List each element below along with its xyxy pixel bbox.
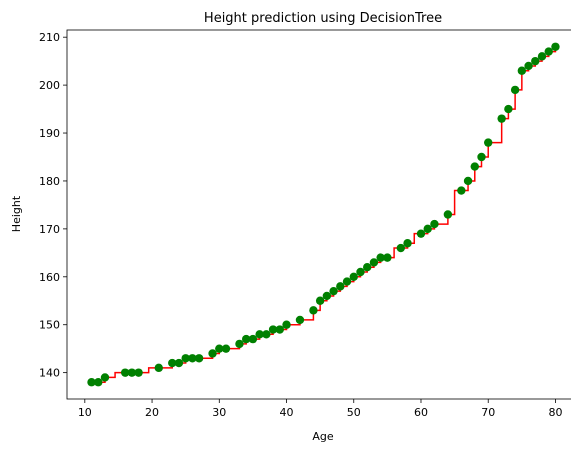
data-point [134,368,142,376]
data-point [222,344,230,352]
prediction-step-line [92,47,556,382]
prediction-series-line [92,47,556,382]
data-point [397,244,405,252]
data-point [538,52,546,60]
y-tick-label: 180 [39,175,60,188]
data-point [282,321,290,329]
x-tick-label: 10 [78,406,92,419]
y-tick-label: 170 [39,223,60,236]
data-point [504,105,512,113]
x-axis-label: Age [312,430,334,443]
y-tick-label: 150 [39,319,60,332]
chart-title: Height prediction using DecisionTree [204,11,442,26]
y-tick-label: 190 [39,127,60,140]
data-point [524,62,532,70]
plot-frame [67,30,571,399]
data-point [262,330,270,338]
data-point [518,67,526,75]
data-point [457,186,465,194]
data-point [511,86,519,94]
y-tick-label: 210 [39,31,60,44]
ticks: 10 20 30 40 50 60 70 80 140 150 160 170 180 190 200 210 [39,31,562,419]
y-tick-label: 160 [39,271,60,284]
data-point [175,359,183,367]
x-tick-label: 40 [280,406,294,419]
data-point [477,153,485,161]
data-point [155,364,163,372]
x-tick-label: 80 [548,406,562,419]
data-point [417,229,425,237]
data-point [545,47,553,55]
data-point [484,138,492,146]
data-point [323,292,331,300]
x-tick-label: 20 [145,406,159,419]
data-points [87,43,559,387]
data-point [471,162,479,170]
data-point [94,378,102,386]
data-point [430,220,438,228]
data-point [356,268,364,276]
data-point [235,340,243,348]
data-point [329,287,337,295]
data-point [316,297,324,305]
y-tick-label: 140 [39,367,60,380]
data-point [497,114,505,122]
x-tick-label: 60 [414,406,428,419]
data-point [249,335,257,343]
x-tick-label: 30 [212,406,226,419]
data-point [424,225,432,233]
data-point [309,306,317,314]
data-point [208,349,216,357]
data-point [296,316,304,324]
data-point [276,325,284,333]
y-tick-label: 200 [39,79,60,92]
data-point [363,263,371,271]
data-point [336,282,344,290]
data-point [370,258,378,266]
data-point [464,177,472,185]
data-point [403,239,411,247]
data-point [444,210,452,218]
data-point [195,354,203,362]
data-point [101,373,109,381]
data-point [531,57,539,65]
x-tick-label: 50 [347,406,361,419]
data-point [551,43,559,51]
data-point [383,253,391,261]
x-tick-label: 70 [481,406,495,419]
data-point [343,277,351,285]
y-axis-label: Height [10,195,23,232]
data-point [350,273,358,281]
